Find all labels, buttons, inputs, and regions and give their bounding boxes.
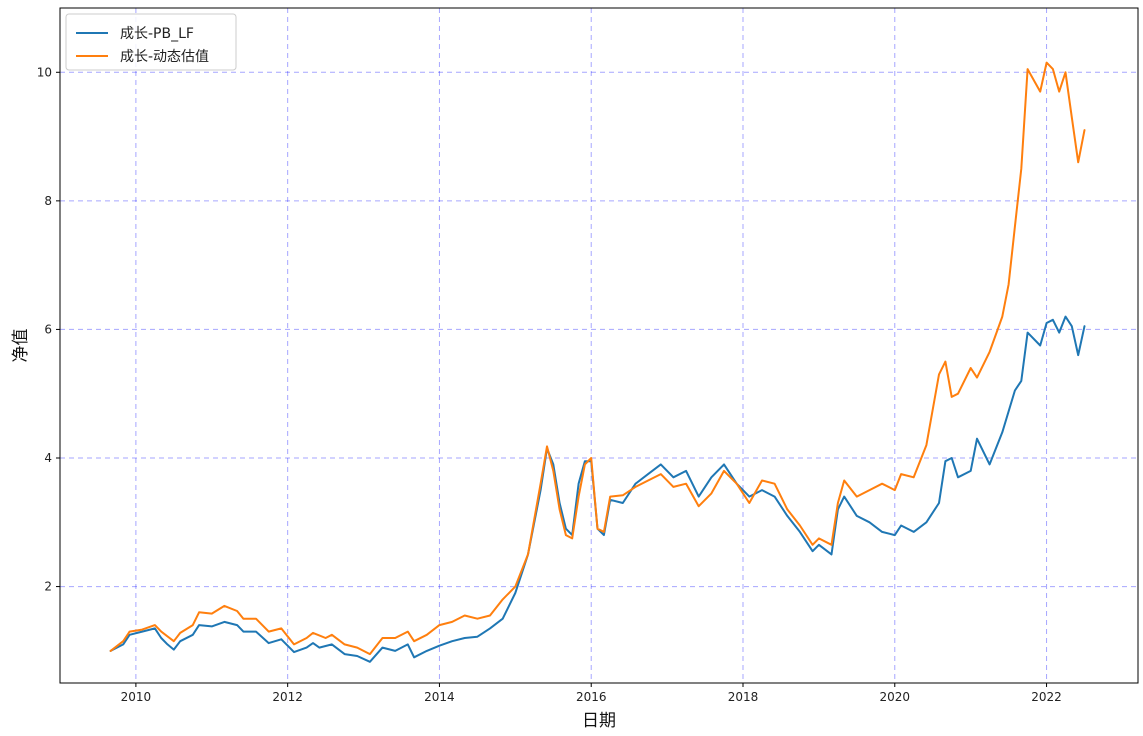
x-tick-label: 2010 [121, 690, 152, 704]
legend-label-growth-pb: 成长-PB_LF [120, 26, 194, 42]
x-tick-label: 2014 [424, 690, 455, 704]
x-axis-label: 日期 [582, 711, 616, 731]
y-tick-label: 4 [44, 451, 52, 465]
x-tick-label: 2018 [728, 690, 759, 704]
y-tick-label: 8 [44, 194, 52, 208]
x-tick-label: 2012 [272, 690, 303, 704]
x-tick-label: 2016 [576, 690, 607, 704]
y-tick-label: 2 [44, 580, 52, 594]
x-tick-label: 2020 [880, 690, 911, 704]
legend: 成长-PB_LF 成长-动态估值 [65, 13, 237, 71]
legend-box [65, 13, 237, 71]
plot-frame [59, 7, 1139, 684]
x-tick-label: 2022 [1031, 690, 1062, 704]
legend-label-growth-dynamic: 成长-动态估值 [120, 49, 209, 65]
tick-layer: 2010 2012 2014 2016 2018 2020 2022 2 4 6 8 10 [37, 65, 1062, 704]
y-tick-label: 10 [37, 65, 52, 79]
grid-layer [60, 8, 1138, 683]
series-layer [109, 61, 1086, 663]
y-tick-label: 6 [44, 322, 52, 336]
y-axis-label: 净值 [11, 329, 31, 363]
series-line-1 [109, 61, 1086, 656]
